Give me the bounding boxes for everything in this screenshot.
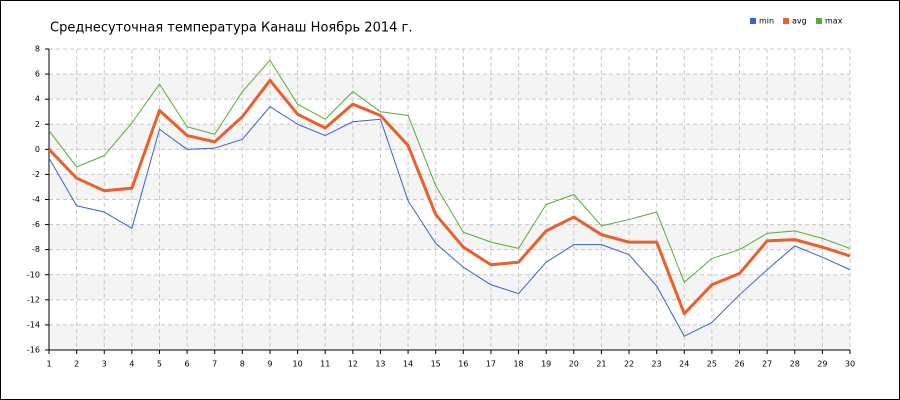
y-tick-label: -2 (32, 170, 40, 179)
x-tick-label: 25 (707, 360, 717, 369)
x-tick-label: 13 (375, 360, 385, 369)
legend-label: max (825, 17, 843, 26)
y-tick-label: 6 (35, 70, 40, 79)
x-tick-label: 12 (348, 360, 358, 369)
y-tick-label: 4 (35, 95, 40, 104)
x-tick-label: 19 (541, 360, 551, 369)
x-tick-label: 24 (679, 360, 689, 369)
series-line (48, 106, 851, 337)
legend-label: min (759, 17, 774, 26)
y-tick-label: 0 (35, 145, 40, 154)
x-tick-label: 10 (292, 360, 302, 369)
chart-title: Среднесуточная температура Канаш Ноябрь … (50, 21, 412, 36)
x-tick-label: 5 (157, 360, 162, 369)
legend-swatch (750, 18, 756, 24)
x-tick-label: 28 (790, 360, 800, 369)
x-tick-label: 22 (624, 360, 634, 369)
x-tick-label: 4 (129, 360, 134, 369)
band (49, 124, 850, 150)
band (49, 274, 850, 300)
series-line (47, 78, 851, 316)
x-tick-label: 29 (817, 360, 827, 369)
y-tick-label: -12 (27, 295, 40, 304)
y-tick-label: -8 (32, 245, 40, 254)
y-tick-label: -14 (27, 320, 40, 329)
series-line (48, 59, 851, 283)
band (49, 224, 850, 250)
x-tick-label: 20 (569, 360, 579, 369)
x-tick-label: 23 (652, 360, 662, 369)
x-tick-label: 7 (212, 360, 217, 369)
x-tick-label: 27 (762, 360, 772, 369)
x-tick-label: 3 (102, 360, 107, 369)
legend-swatch (783, 18, 789, 24)
x-tick-label: 18 (513, 360, 523, 369)
x-tick-label: 16 (458, 360, 468, 369)
y-tick-label: -10 (27, 270, 40, 279)
x-tick-label: 14 (403, 360, 413, 369)
band (49, 324, 850, 350)
x-tick-label: 21 (596, 360, 606, 369)
band (49, 74, 850, 100)
band (49, 174, 850, 200)
x-tick-label: 17 (486, 360, 496, 369)
legend-swatch (816, 18, 822, 24)
y-tick-label: -6 (32, 220, 40, 229)
x-tick-label: 11 (320, 360, 330, 369)
y-tick-label: 2 (35, 120, 40, 129)
y-tick-label: -16 (27, 346, 40, 355)
x-tick-label: 9 (267, 360, 272, 369)
x-tick-label: 1 (46, 360, 51, 369)
legend-label: avg (792, 17, 807, 26)
x-tick-label: 30 (845, 360, 855, 369)
y-tick-label: -4 (32, 195, 40, 204)
y-tick-label: 8 (35, 45, 40, 54)
x-tick-label: 6 (185, 360, 190, 369)
x-tick-label: 8 (240, 360, 245, 369)
x-tick-label: 2 (74, 360, 79, 369)
x-tick-label: 15 (431, 360, 441, 369)
x-tick-label: 26 (734, 360, 744, 369)
